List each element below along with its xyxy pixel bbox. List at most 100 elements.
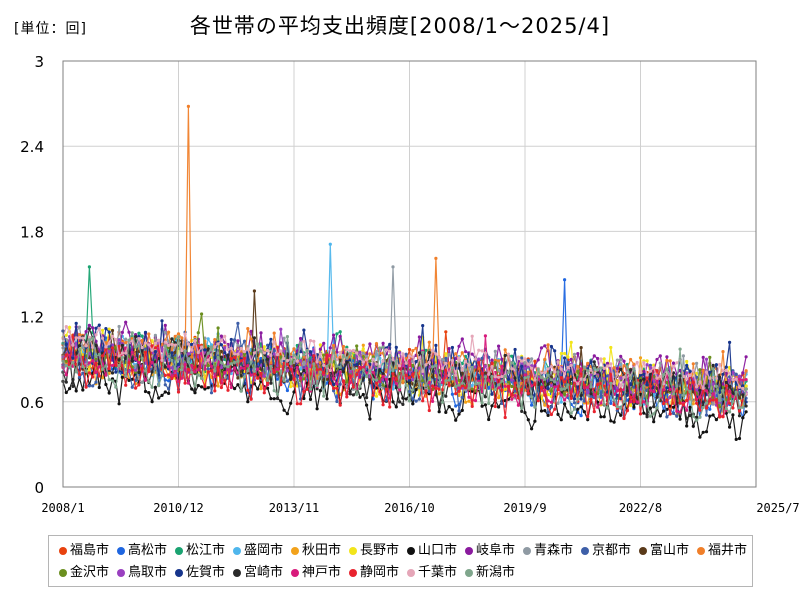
data-point [378, 364, 382, 368]
data-point [160, 393, 164, 397]
legend-label: 鳥取市 [128, 565, 168, 580]
data-point [64, 353, 68, 357]
data-point [615, 372, 620, 376]
data-point [338, 365, 342, 369]
data-point [510, 384, 514, 389]
data-point [579, 414, 583, 418]
data-point [107, 350, 111, 354]
data-point [325, 397, 329, 401]
data-point [721, 415, 725, 419]
data-point [668, 412, 672, 416]
data-point [582, 377, 587, 382]
data-point [711, 367, 715, 371]
data-point [94, 357, 98, 361]
data-point [566, 383, 570, 387]
data-point [434, 387, 438, 391]
data-point [130, 350, 134, 354]
data-point [543, 388, 547, 392]
data-point [318, 370, 322, 374]
data-point [569, 357, 573, 361]
data-point [137, 337, 141, 341]
legend-item: 福井市 [691, 540, 749, 562]
data-point [279, 355, 283, 359]
data-point [450, 358, 454, 363]
data-point [295, 365, 299, 370]
data-point [652, 363, 656, 367]
data-point [645, 363, 649, 367]
data-point [140, 356, 144, 360]
legend-marker [697, 546, 705, 555]
data-point [612, 381, 616, 385]
data-point [576, 365, 580, 369]
data-point [272, 397, 276, 401]
legend-marker [349, 569, 357, 577]
data-point [341, 379, 346, 383]
legend-marker [465, 546, 473, 555]
data-point [546, 404, 550, 408]
data-point [351, 387, 355, 391]
data-point [556, 387, 560, 392]
data-point [685, 363, 689, 368]
data-point [533, 359, 537, 363]
data-point [332, 349, 336, 353]
data-point [737, 414, 742, 418]
data-point [150, 385, 154, 389]
data-point [460, 395, 464, 400]
data-point [226, 353, 230, 357]
data-point [744, 384, 748, 388]
data-point [635, 360, 639, 365]
data-point [688, 389, 692, 394]
data-point [579, 388, 583, 392]
data-point [87, 361, 91, 365]
data-point [200, 385, 204, 389]
data-point [262, 345, 266, 349]
data-point [536, 399, 540, 403]
data-point [404, 397, 408, 401]
legend-label: 福島市 [70, 542, 110, 558]
data-point [219, 366, 223, 370]
data-point [655, 376, 659, 380]
data-point [638, 392, 643, 396]
data-point [285, 359, 289, 363]
data-point [711, 363, 715, 367]
data-point [124, 337, 128, 341]
data-point [143, 378, 148, 382]
data-point [586, 418, 590, 422]
data-point [520, 356, 524, 360]
data-point [536, 367, 540, 371]
data-point [150, 370, 154, 374]
data-point [454, 352, 458, 356]
data-point [434, 256, 438, 260]
data-point [648, 414, 653, 418]
data-point [140, 334, 144, 338]
data-point [404, 373, 408, 377]
data-point [249, 360, 253, 364]
data-point [450, 408, 454, 412]
data-point [289, 401, 293, 405]
data-point [87, 338, 91, 342]
data-point [648, 388, 653, 392]
data-point [569, 411, 573, 415]
data-point [414, 399, 418, 403]
data-point [728, 378, 732, 382]
data-point [526, 358, 530, 362]
data-point [371, 377, 375, 381]
data-point [589, 373, 593, 377]
data-point [97, 323, 101, 327]
data-point [315, 387, 319, 391]
data-point [737, 409, 742, 413]
data-point [434, 352, 438, 356]
data-point [695, 375, 699, 379]
data-point [695, 418, 699, 422]
data-point [695, 371, 699, 375]
data-point [622, 400, 626, 404]
data-point [384, 398, 388, 402]
legend-label: 山口市 [418, 542, 458, 558]
data-point [599, 415, 603, 419]
data-point [209, 343, 214, 347]
data-point [592, 410, 596, 414]
legend-item: 新潟市 [459, 562, 517, 584]
legend-item: 山口市 [401, 540, 459, 562]
data-point [77, 372, 82, 377]
data-point [150, 400, 154, 404]
